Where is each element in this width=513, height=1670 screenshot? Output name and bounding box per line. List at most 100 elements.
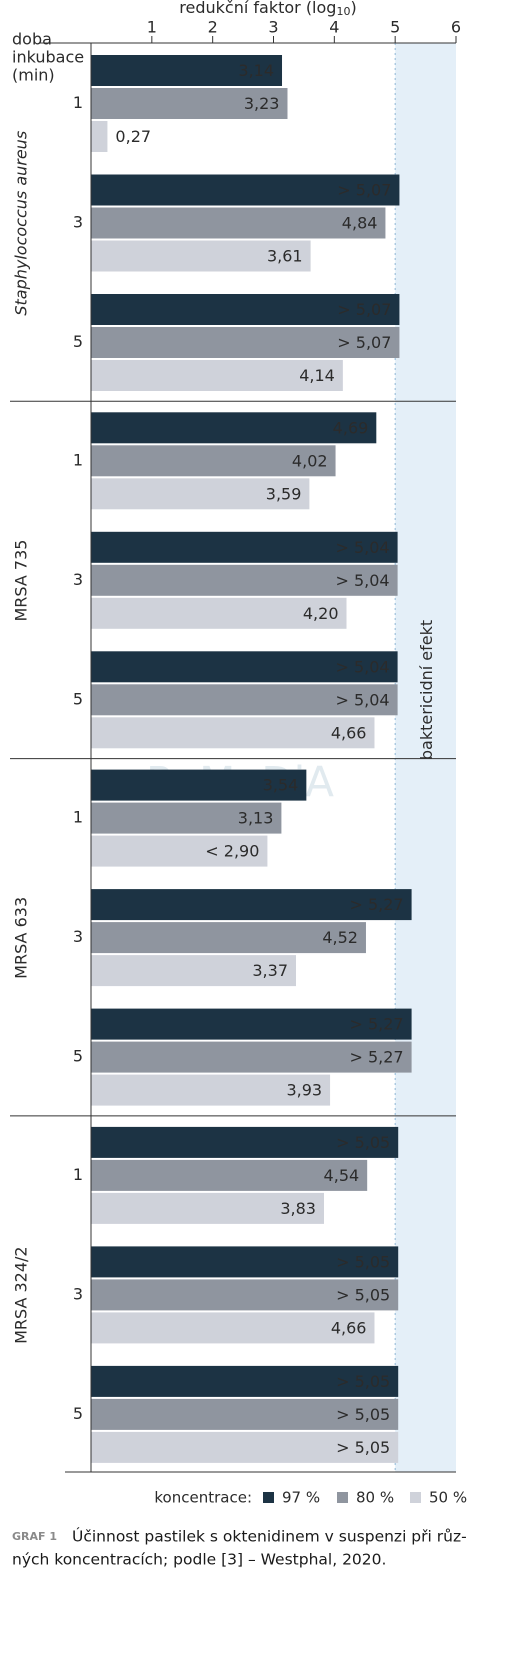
value-label: 4,52: [322, 928, 358, 947]
value-label: 0,27: [115, 127, 151, 146]
value-label: 4,20: [303, 604, 339, 623]
value-label: 4,69: [333, 418, 369, 437]
time-label: 1: [73, 450, 83, 469]
y-axis-title: inkubace: [12, 48, 84, 67]
bar: [91, 597, 347, 629]
value-label: > 5,04: [335, 690, 389, 709]
bar: [91, 1279, 399, 1311]
bar: [91, 802, 282, 834]
value-label: > 5,27: [349, 1048, 403, 1067]
time-label: 5: [73, 1404, 83, 1423]
bar: [91, 684, 398, 716]
time-label: 5: [73, 1047, 83, 1066]
time-label: 3: [73, 927, 83, 946]
legend-label: 50 %: [429, 1489, 467, 1507]
legend-label: 97 %: [282, 1489, 320, 1507]
value-label: > 5,05: [336, 1285, 390, 1304]
value-label: < 2,90: [205, 842, 259, 861]
bar: [91, 412, 377, 444]
time-label: 1: [73, 93, 83, 112]
bar: [91, 121, 108, 152]
value-label: > 5,05: [336, 1133, 390, 1152]
bar: [91, 564, 398, 596]
y-axis-title: doba: [12, 30, 52, 49]
bar: [91, 1041, 412, 1073]
bar: [91, 174, 400, 206]
value-label: 3,93: [286, 1081, 322, 1100]
group-label: MRSA 633: [12, 897, 31, 979]
legend-title: koncentrace:: [154, 1489, 252, 1507]
x-tick-label: 2: [208, 18, 218, 37]
value-label: > 5,04: [335, 538, 389, 557]
bar: [91, 1074, 331, 1106]
legend-swatch: [263, 1492, 274, 1503]
value-label: 4,54: [324, 1166, 360, 1185]
bar: [91, 1431, 399, 1463]
bar: [91, 889, 412, 921]
bar: [91, 478, 310, 510]
bar: [91, 1126, 399, 1158]
x-tick-label: 5: [390, 18, 400, 37]
x-axis-title-main: redukční faktor (log: [179, 0, 336, 17]
time-label: 3: [73, 1284, 83, 1303]
value-label: 4,66: [331, 723, 367, 742]
group-label: Staphylococcus aureus: [12, 131, 31, 316]
time-label: 3: [73, 570, 83, 589]
value-label: > 5,05: [336, 1438, 390, 1457]
x-tick-label: 4: [329, 18, 339, 37]
bar: [91, 955, 297, 987]
bar: [91, 207, 386, 239]
value-label: 3,14: [238, 61, 274, 80]
value-label: 4,14: [299, 366, 335, 385]
bar: [91, 1365, 399, 1397]
value-label: > 5,05: [336, 1252, 390, 1271]
value-label: 3,37: [252, 961, 288, 980]
value-label: > 5,07: [337, 300, 391, 319]
y-axis-title: (min): [12, 66, 55, 85]
time-label: 1: [73, 808, 83, 827]
x-tick-label: 3: [268, 18, 278, 37]
bar: [91, 835, 268, 867]
value-label: 3,61: [267, 247, 303, 266]
value-label: 3,83: [280, 1199, 316, 1218]
value-label: 3,54: [263, 776, 299, 795]
bar: [91, 1398, 399, 1430]
time-label: 1: [73, 1165, 83, 1184]
value-label: > 5,27: [349, 1015, 403, 1034]
value-label: 3,13: [238, 809, 274, 828]
bar: [91, 360, 343, 391]
value-label: > 5,27: [349, 895, 403, 914]
value-label: 3,59: [266, 484, 302, 503]
bar: [91, 769, 307, 801]
legend-swatch: [410, 1492, 421, 1503]
group-label: MRSA 735: [12, 540, 31, 622]
x-axis-title-sub: 10: [336, 5, 350, 18]
group-label: MRSA 324/2: [12, 1246, 31, 1344]
bar: [91, 445, 336, 477]
value-label: 4,66: [331, 1318, 367, 1337]
value-label: 3,23: [244, 94, 280, 113]
bar: [91, 55, 283, 86]
time-label: 5: [73, 332, 83, 351]
bar: [91, 922, 366, 954]
caption-line: ných koncentracích; podle [3] – Westphal…: [12, 1551, 386, 1569]
caption-line: Účinnost pastilek s oktenidinem v suspen…: [72, 1527, 467, 1546]
x-axis-title: redukční faktor (log10): [179, 0, 356, 18]
value-label: 4,84: [342, 214, 378, 233]
legend-swatch: [337, 1492, 348, 1503]
bar: [91, 327, 400, 358]
value-label: > 5,05: [336, 1372, 390, 1391]
bar: [91, 1008, 412, 1040]
value-label: > 5,07: [337, 181, 391, 200]
x-tick-label: 1: [147, 18, 157, 37]
bar: [91, 651, 398, 683]
caption-label: GRAF 1: [12, 1530, 57, 1543]
value-label: > 5,05: [336, 1405, 390, 1424]
x-tick-label: 6: [451, 18, 461, 37]
bar: [91, 294, 400, 325]
value-label: > 5,04: [335, 571, 389, 590]
x-axis-title-end: ): [350, 0, 356, 17]
value-label: > 5,04: [335, 657, 389, 676]
bar: [91, 240, 311, 272]
